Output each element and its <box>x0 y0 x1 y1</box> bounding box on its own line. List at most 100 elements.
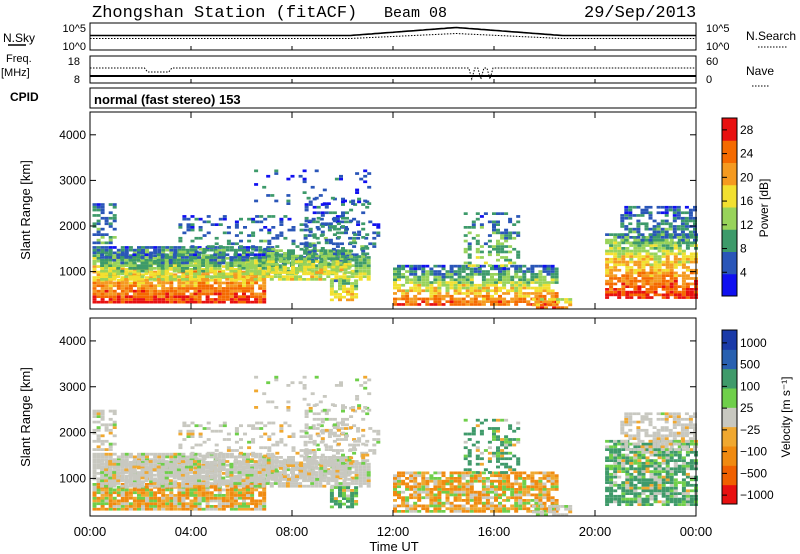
velocity-cell <box>100 409 105 413</box>
velocity-cell <box>225 455 230 459</box>
velocity-cell <box>267 449 272 452</box>
power-cell <box>350 284 355 288</box>
velocity-cell <box>376 440 381 444</box>
power-cell <box>278 268 283 272</box>
velocity-cell <box>266 461 271 465</box>
velocity-cell <box>320 428 325 432</box>
power-cell <box>319 265 324 269</box>
power-cell <box>522 278 527 282</box>
velocity-cell <box>242 505 246 508</box>
power-cell <box>640 211 645 215</box>
power-cell <box>302 256 307 259</box>
velocity-cell <box>319 456 324 459</box>
velocity-cell <box>282 472 287 476</box>
power-cell <box>534 275 539 279</box>
power-cell <box>425 281 430 284</box>
velocity-cell <box>233 460 238 463</box>
velocity-cell <box>112 476 117 480</box>
power-colorbar-tick-label: 12 <box>740 218 754 232</box>
power-cell <box>120 269 125 273</box>
power-cell <box>96 254 101 257</box>
power-cell <box>633 249 638 253</box>
power-cell <box>347 271 352 274</box>
power-cell <box>665 288 670 291</box>
power-cell <box>467 242 472 246</box>
velocity-cell <box>184 462 189 466</box>
velocity-cell <box>320 453 325 457</box>
velocity-cell <box>253 482 258 485</box>
power-cell <box>249 253 254 257</box>
velocity-cell <box>258 469 263 473</box>
power-cell <box>621 288 626 291</box>
velocity-cell <box>366 471 371 474</box>
power-cell <box>145 295 149 298</box>
power-cell <box>514 300 519 303</box>
power-cell <box>112 205 117 209</box>
power-cell <box>681 279 686 283</box>
velocity-cell <box>177 491 182 495</box>
power-cell <box>242 292 246 296</box>
power-cell <box>645 277 650 280</box>
velocity-cell <box>262 488 267 492</box>
velocity-cell <box>239 446 243 450</box>
power-cell <box>92 284 97 288</box>
power-cell <box>621 282 626 286</box>
power-cell <box>689 277 694 280</box>
velocity-cell <box>104 452 109 456</box>
power-cell <box>347 260 352 263</box>
power-cell <box>108 278 113 281</box>
power-cell <box>372 236 377 240</box>
velocity-cell <box>104 468 109 472</box>
power-cell <box>261 253 266 257</box>
velocity-cell <box>250 483 255 486</box>
power-cell <box>120 300 125 304</box>
power-cell <box>605 266 610 269</box>
power-cell <box>409 270 414 273</box>
power-cell <box>258 295 263 298</box>
power-cell <box>657 257 662 261</box>
velocity-cell <box>269 484 274 488</box>
power-cell <box>269 264 274 267</box>
power-cell <box>688 219 693 223</box>
power-cell <box>116 267 121 270</box>
power-cell <box>496 250 500 254</box>
power-cell <box>304 219 309 223</box>
power-cell <box>173 292 178 296</box>
power-cell <box>198 247 203 251</box>
power-cell <box>469 270 474 273</box>
power-cell <box>124 278 129 281</box>
velocity-cell <box>108 428 113 432</box>
power-cell <box>629 274 634 277</box>
power-cell <box>676 205 681 209</box>
power-cell <box>540 306 544 309</box>
power-cell <box>238 289 242 293</box>
power-cell <box>421 297 426 301</box>
power-cell <box>645 257 650 261</box>
velocity-cell <box>202 440 207 444</box>
velocity-cell <box>266 477 271 481</box>
power-cell <box>421 289 426 293</box>
power-cell <box>250 300 255 304</box>
power-cell <box>613 241 618 245</box>
power-cell <box>168 264 173 267</box>
velocity-cell <box>124 455 129 459</box>
power-cell <box>354 272 359 276</box>
velocity-cell <box>209 485 214 489</box>
velocity-cell <box>116 505 121 508</box>
power-cell <box>274 265 279 269</box>
power-cell <box>250 251 255 255</box>
velocity-cell <box>214 443 219 447</box>
power-cell <box>269 267 274 270</box>
power-cell <box>249 269 254 273</box>
power-cell <box>494 278 498 282</box>
velocity-cell <box>201 465 206 469</box>
velocity-cell <box>96 466 101 470</box>
power-cell <box>108 275 113 278</box>
power-cell <box>331 247 336 251</box>
power-cell <box>653 268 658 272</box>
power-cell <box>445 294 450 298</box>
velocity-cell <box>205 455 210 459</box>
velocity-cell <box>100 415 105 418</box>
power-cell <box>405 297 410 301</box>
power-cell <box>108 203 113 206</box>
